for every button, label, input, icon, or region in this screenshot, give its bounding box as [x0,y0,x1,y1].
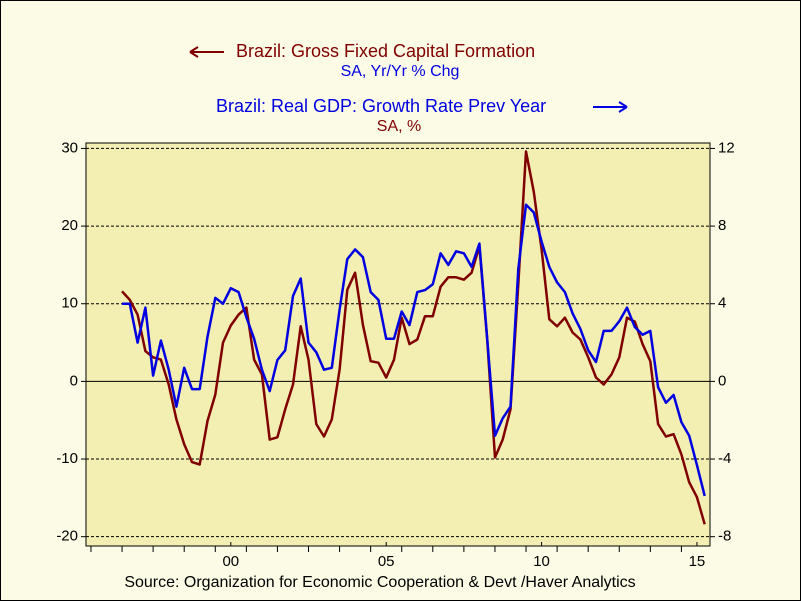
right-arrow-head [618,101,628,113]
x-tick-label: 10 [533,553,550,570]
x-tick-label: 05 [378,553,395,570]
y2-tick-label: -8 [718,528,731,545]
y-tick-label: 20 [61,217,78,234]
y-tick-label: 10 [61,295,78,312]
y-tick-label: 30 [61,139,78,156]
series-line [122,203,706,497]
series-name: Brazil: Gross Fixed Capital Formation [236,41,535,61]
series-units: SA, Yr/Yr % Chg [341,63,460,80]
y2-tick-label: -4 [718,450,731,467]
series-name: Brazil: Real GDP: Growth Rate Prev Year [216,96,546,116]
series-line [121,150,706,525]
y-tick-label: -20 [56,528,78,545]
series-units: SA, % [377,118,421,135]
header: Brazil: Gross Fixed Capital Formation SA… [189,41,628,135]
y-tick-label: 0 [70,372,78,389]
x-tick-label: 15 [689,553,706,570]
source: Source: Organization for Economic Cooper… [124,574,635,591]
y2-tick-label: 8 [718,217,726,234]
y2-tick-label: 0 [718,372,726,389]
y2-tick-label: 12 [718,139,735,156]
y2-tick-label: 4 [718,295,726,312]
x-tick-label: 00 [222,553,239,570]
left-arrow-head [189,46,199,58]
y-tick-label: -10 [56,450,78,467]
